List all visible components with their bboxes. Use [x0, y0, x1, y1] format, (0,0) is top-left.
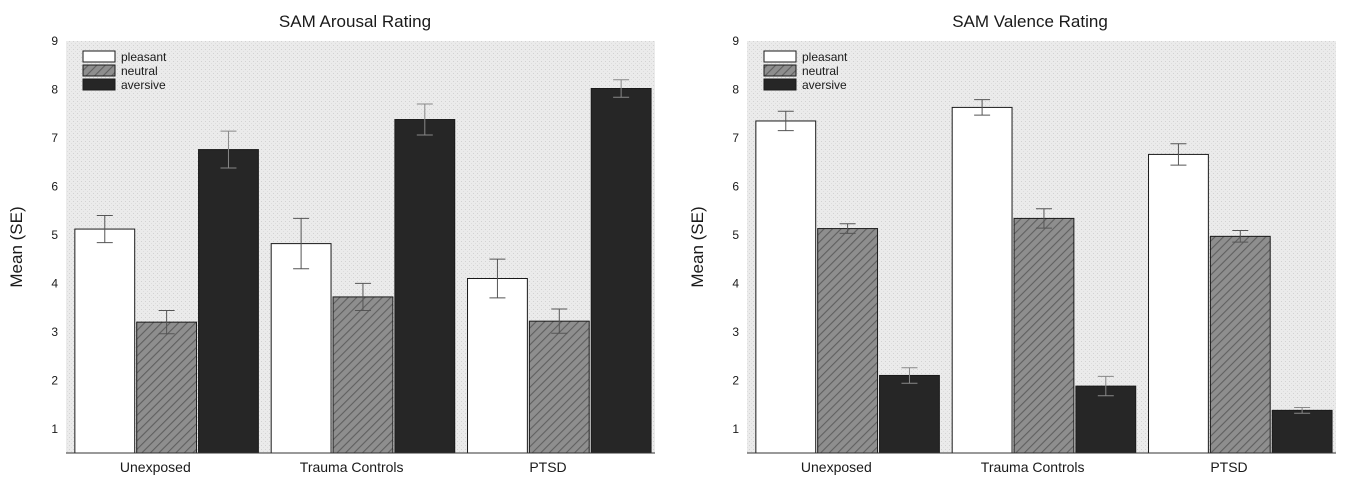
valence-bar-aversive-2	[1271, 409, 1333, 454]
arousal-y-tick-7: 7	[51, 131, 58, 145]
arousal-legend-label-neutral: neutral	[121, 64, 158, 78]
arousal-error-bar-neutral-2	[551, 308, 568, 334]
valence-legend-label-aversive: aversive	[802, 78, 847, 92]
valence-y-tick-3: 3	[732, 325, 739, 339]
valence-bar-neutral-1	[1013, 217, 1075, 454]
arousal-bar-pleasant-1	[270, 243, 332, 454]
arousal-y-tick-2: 2	[51, 373, 58, 387]
valence-y-tick-7: 7	[732, 131, 739, 145]
valence-legend-swatch-aversive	[763, 78, 797, 91]
valence-bar-aversive-0	[879, 374, 940, 454]
arousal-error-bar-pleasant-1	[293, 217, 310, 270]
valence-y-tick-5: 5	[732, 228, 739, 242]
arousal-y-tick-6: 6	[51, 179, 58, 193]
valence-error-bar-pleasant-0	[777, 110, 794, 132]
arousal-chart: SAM Arousal Rating Mean (SE) 1 2 3 4 5 6 7 8 9 U…	[7, 12, 655, 475]
arousal-bar-neutral-2	[528, 320, 590, 454]
valence-error-bar-neutral-0	[839, 223, 856, 234]
valence-category-label-1: Trauma Controls	[981, 459, 1085, 475]
arousal-category-label-1: Trauma Controls	[300, 459, 404, 475]
valence-bar-pleasant-1	[951, 106, 1013, 454]
arousal-y-axis-label: Mean (SE)	[7, 206, 26, 287]
valence-y-axis-label: Mean (SE)	[688, 206, 707, 287]
valence-bar-neutral-0	[817, 228, 879, 454]
valence-y-tick-9: 9	[732, 34, 739, 48]
valence-y-ticks: 1 2 3 4 5 6 7 8 9	[732, 34, 739, 436]
valence-y-tick-6: 6	[732, 179, 739, 193]
arousal-legend-swatch-neutral	[82, 64, 116, 77]
valence-y-tick-8: 8	[732, 82, 739, 96]
arousal-category-labels: Unexposed Trauma Controls PTSD	[120, 459, 567, 475]
arousal-bar-aversive-0	[198, 149, 259, 454]
arousal-legend-label-aversive: aversive	[121, 78, 166, 92]
valence-bars	[755, 99, 1333, 454]
arousal-y-tick-1: 1	[51, 422, 58, 436]
valence-bar-pleasant-0	[755, 120, 817, 454]
arousal-legend-swatch-pleasant	[82, 50, 116, 63]
arousal-error-bar-aversive-1	[416, 103, 433, 136]
valence-bar-pleasant-2	[1148, 153, 1209, 454]
arousal-bar-pleasant-0	[74, 228, 136, 454]
arousal-y-tick-4: 4	[51, 276, 58, 290]
arousal-bar-pleasant-2	[467, 278, 528, 454]
valence-category-label-0: Unexposed	[801, 459, 872, 475]
arousal-y-tick-5: 5	[51, 228, 58, 242]
arousal-category-label-0: Unexposed	[120, 459, 191, 475]
valence-chart-title: SAM Valence Rating	[952, 12, 1108, 31]
arousal-y-tick-9: 9	[51, 34, 58, 48]
valence-error-bar-aversive-1	[1097, 375, 1114, 397]
valence-y-tick-1: 1	[732, 422, 739, 436]
valence-y-tick-2: 2	[732, 373, 739, 387]
arousal-bar-aversive-1	[394, 119, 456, 454]
valence-legend-swatch-neutral	[763, 64, 797, 77]
valence-error-bar-pleasant-1	[974, 99, 991, 116]
valence-bar-neutral-2	[1209, 235, 1271, 454]
arousal-legend-swatch-aversive	[82, 78, 116, 91]
arousal-error-bar-aversive-0	[220, 130, 237, 169]
valence-legend-label-neutral: neutral	[802, 64, 839, 78]
arousal-error-bar-neutral-1	[354, 282, 371, 311]
valence-legend-label-pleasant: pleasant	[802, 50, 848, 64]
arousal-chart-title: SAM Arousal Rating	[279, 12, 431, 31]
arousal-error-bar-pleasant-0	[96, 214, 113, 244]
arousal-bar-neutral-0	[136, 321, 198, 454]
valence-legend-swatch-pleasant	[763, 50, 797, 63]
arousal-error-bar-neutral-0	[158, 309, 175, 335]
arousal-bar-neutral-1	[332, 296, 394, 454]
arousal-category-label-2: PTSD	[529, 459, 566, 475]
arousal-y-ticks: 1 2 3 4 5 6 7 8 9	[51, 34, 58, 436]
valence-error-bar-pleasant-2	[1170, 143, 1187, 166]
arousal-bar-aversive-2	[590, 88, 652, 454]
valence-y-tick-4: 4	[732, 276, 739, 290]
arousal-bars	[74, 79, 652, 454]
valence-category-labels: Unexposed Trauma Controls PTSD	[801, 459, 1248, 475]
arousal-error-bar-pleasant-2	[489, 258, 506, 299]
arousal-error-bar-aversive-2	[613, 79, 630, 98]
arousal-y-tick-8: 8	[51, 82, 58, 96]
valence-category-label-2: PTSD	[1210, 459, 1247, 475]
arousal-y-tick-3: 3	[51, 325, 58, 339]
valence-error-bar-aversive-2	[1294, 406, 1311, 414]
valence-error-bar-aversive-0	[901, 367, 918, 384]
arousal-legend-label-pleasant: pleasant	[121, 50, 167, 64]
valence-error-bar-neutral-2	[1232, 230, 1249, 243]
valence-error-bar-neutral-1	[1035, 208, 1052, 229]
valence-chart: SAM Valence Rating Mean (SE) 1 2 3 4 5 6 7 8 9 U…	[688, 12, 1336, 475]
